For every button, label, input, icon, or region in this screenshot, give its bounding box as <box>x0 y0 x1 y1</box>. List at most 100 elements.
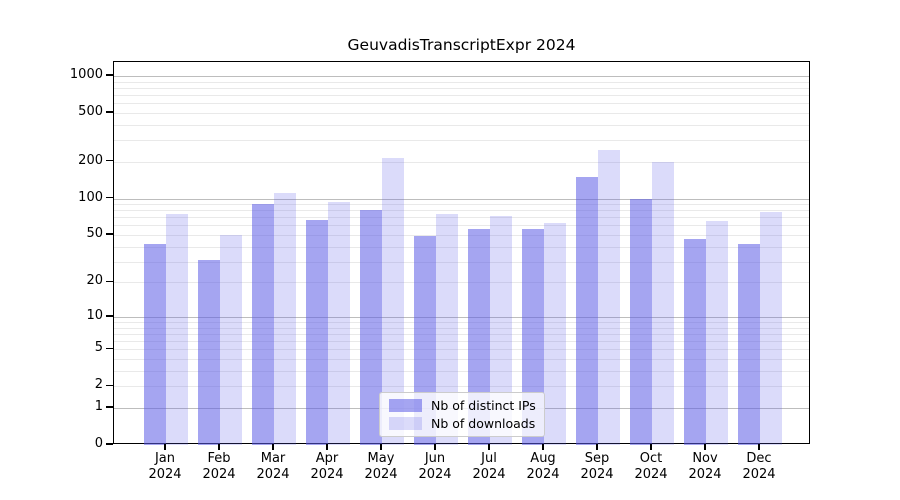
legend-label-downloads: Nb of downloads <box>431 415 536 431</box>
bar-distinct-ips <box>630 198 652 445</box>
x-tick-mark <box>164 444 166 450</box>
bar-downloads <box>652 161 674 445</box>
minor-gridline <box>114 95 809 97</box>
bar-distinct-ips <box>198 259 220 445</box>
x-tick-mark <box>380 444 382 450</box>
y-tick-mark <box>106 111 113 113</box>
y-tick-mark <box>106 233 113 235</box>
y-tick-mark <box>106 443 113 445</box>
y-tick-label: 10 <box>86 307 103 323</box>
minor-gridline <box>114 370 809 372</box>
minor-gridline <box>114 234 809 236</box>
y-tick-label: 50 <box>86 225 103 241</box>
y-tick-label: 100 <box>78 189 103 205</box>
plot-area <box>113 61 810 445</box>
x-tick-label: Apr 2024 <box>310 451 344 482</box>
bar-downloads <box>706 221 728 445</box>
legend: Nb of distinct IPs Nb of downloads <box>379 392 545 437</box>
x-tick-mark <box>704 444 706 450</box>
x-tick-label: Nov 2024 <box>688 451 722 482</box>
major-gridline <box>114 316 809 318</box>
minor-gridline <box>114 246 809 248</box>
minor-gridline <box>114 386 809 388</box>
y-tick-label: 1 <box>94 398 103 414</box>
x-tick-label: Jun 2024 <box>418 451 452 482</box>
minor-gridline <box>114 161 809 163</box>
minor-gridline <box>114 112 809 114</box>
legend-item-distinct-ips: Nb of distinct IPs <box>389 398 536 414</box>
y-tick-label: 5 <box>94 340 103 356</box>
x-tick-label: Mar 2024 <box>256 451 290 482</box>
minor-gridline <box>114 103 809 105</box>
minor-gridline <box>114 204 809 206</box>
x-tick-mark <box>542 444 544 450</box>
x-tick-mark <box>434 444 436 450</box>
bar-downloads <box>166 213 188 445</box>
chart-title: GeuvadisTranscriptExpr 2024 <box>347 36 576 54</box>
x-tick-mark <box>650 444 652 450</box>
bar-distinct-ips <box>468 229 490 445</box>
bar-downloads <box>220 234 242 445</box>
minor-gridline <box>114 124 809 126</box>
y-tick-mark <box>106 196 113 199</box>
bar-distinct-ips <box>360 210 382 445</box>
minor-gridline <box>114 349 809 351</box>
minor-gridline <box>114 341 809 343</box>
x-tick-label: Dec 2024 <box>742 451 776 482</box>
y-tick-label: 0 <box>94 436 103 451</box>
y-tick-label: 1000 <box>69 67 103 82</box>
legend-item-downloads: Nb of downloads <box>389 416 535 431</box>
legend-swatch-downloads <box>389 416 422 430</box>
major-gridline <box>114 76 809 77</box>
x-tick-label: Jul 2024 <box>472 451 506 482</box>
x-tick-label: Aug 2024 <box>526 451 560 482</box>
x-tick-label: Feb 2024 <box>202 451 236 482</box>
minor-gridline <box>114 225 809 227</box>
x-tick-mark <box>488 444 490 450</box>
x-tick-mark <box>758 444 760 450</box>
x-tick-mark <box>218 444 220 450</box>
y-tick-mark <box>106 74 113 76</box>
bar-distinct-ips <box>522 229 544 445</box>
x-tick-mark <box>596 444 598 450</box>
minor-gridline <box>114 282 809 284</box>
minor-gridline <box>114 359 809 361</box>
bar-downloads <box>544 222 566 445</box>
bar-distinct-ips <box>144 244 166 445</box>
minor-gridline <box>114 217 809 219</box>
x-tick-mark <box>326 444 328 450</box>
x-tick-label: May 2024 <box>364 451 398 482</box>
legend-label-distinct-ips: Nb of distinct IPs <box>431 398 536 414</box>
bar-distinct-ips <box>738 244 760 445</box>
minor-gridline <box>114 140 809 142</box>
y-tick-label: 2 <box>94 377 103 393</box>
minor-gridline <box>114 261 809 263</box>
bar-distinct-ips <box>252 204 274 445</box>
y-tick-mark <box>106 406 113 408</box>
bar-downloads <box>436 213 458 445</box>
bar-downloads <box>274 192 296 445</box>
x-tick-mark <box>272 444 274 450</box>
minor-gridline <box>114 210 809 212</box>
y-tick-label: 200 <box>78 152 103 168</box>
legend-swatch-distinct-ips <box>389 399 422 413</box>
y-tick-label: 20 <box>86 273 103 289</box>
minor-gridline <box>114 322 809 324</box>
x-tick-label: Jan 2024 <box>148 451 182 482</box>
y-tick-mark <box>106 280 113 283</box>
minor-gridline <box>114 327 809 329</box>
bar-downloads <box>760 212 782 445</box>
y-tick-mark <box>106 384 113 386</box>
bar-downloads <box>328 202 350 445</box>
minor-gridline <box>114 81 809 83</box>
major-gridline <box>114 198 809 200</box>
bar-distinct-ips <box>684 239 706 445</box>
y-tick-mark <box>106 315 113 317</box>
bar-downloads <box>382 157 404 445</box>
bar-downloads <box>490 215 512 445</box>
y-tick-mark <box>106 160 113 162</box>
x-tick-label: Oct 2024 <box>634 451 668 482</box>
bar-distinct-ips <box>306 219 328 445</box>
minor-gridline <box>114 87 809 89</box>
bar-downloads <box>598 149 620 445</box>
